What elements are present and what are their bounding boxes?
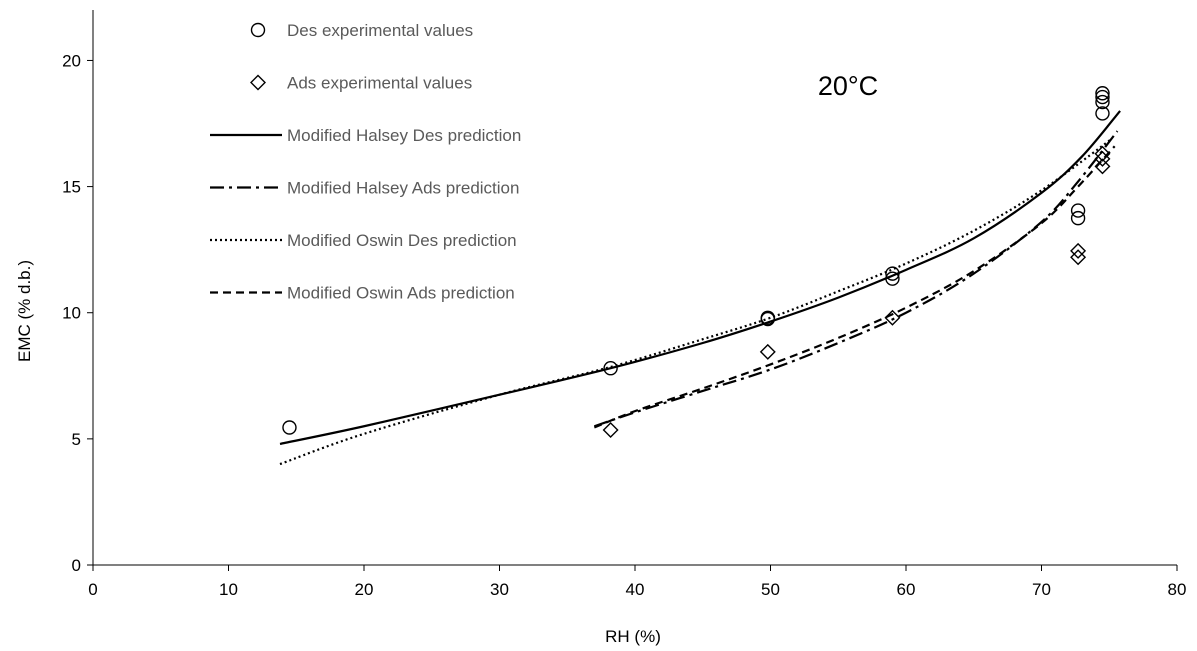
- data-point-diamond: [1094, 145, 1111, 162]
- y-tick-label: 15: [62, 178, 81, 197]
- x-tick-label: 80: [1168, 580, 1187, 599]
- legend: Des experimental values Ads experimental …: [210, 21, 521, 303]
- data-point-circle: [282, 420, 297, 435]
- data-point-diamond: [602, 422, 619, 439]
- x-tick-label: 30: [490, 580, 509, 599]
- data-point-diamond: [1070, 242, 1087, 259]
- data-point-circle: [1095, 94, 1110, 110]
- x-axis-title: RH (%): [605, 627, 661, 646]
- data-point-diamond: [759, 343, 776, 360]
- data-point-circle: [885, 266, 900, 281]
- data-point-circle: [1095, 106, 1110, 121]
- x-tick-label: 60: [897, 580, 916, 599]
- x-tick-label: 70: [1032, 580, 1051, 599]
- x-tick-label: 0: [88, 580, 97, 599]
- data-point-circle: [885, 271, 900, 286]
- data-point-diamond: [1070, 249, 1087, 266]
- y-tick-label: 0: [72, 556, 81, 575]
- series-line-modified-halsey-des-prediction: [279, 110, 1121, 445]
- x-tick-label: 10: [219, 580, 238, 599]
- y-tick-label: 20: [62, 51, 81, 70]
- data-point-circle: [1070, 203, 1086, 218]
- y-axis-title: EMC (% d.b.): [15, 260, 34, 362]
- legend-label: Modified Halsey Ads prediction: [287, 179, 519, 198]
- plot-area: [279, 86, 1121, 466]
- legend-label: Des experimental values: [287, 21, 473, 40]
- data-point-diamond: [1094, 158, 1111, 175]
- series-line-modified-halsey-ads-prediction: [593, 130, 1119, 428]
- series-line-modified-oswin-des-prediction: [279, 137, 1113, 466]
- legend-label: Modified Oswin Des prediction: [287, 231, 517, 250]
- y-tick-label: 5: [72, 430, 81, 449]
- data-point-circle: [1095, 86, 1110, 101]
- temperature-annotation: 20°C: [818, 71, 878, 101]
- y-tick-label: 10: [62, 304, 81, 323]
- data-point-circle: [1070, 210, 1086, 226]
- x-tick-label: 20: [355, 580, 374, 599]
- data-point-circle: [603, 361, 618, 376]
- legend-marker-circle: [250, 22, 266, 38]
- data-point-circle: [1095, 89, 1110, 105]
- legend-label: Ads experimental values: [287, 74, 472, 93]
- legend-label: Modified Halsey Des prediction: [287, 126, 521, 145]
- data-point-circle: [760, 310, 775, 325]
- legend-label: Modified Oswin Ads prediction: [287, 284, 515, 303]
- axes: 0 10 20 30 40 50 60 70 80 0 5 10 15 20: [62, 10, 1186, 599]
- data-point-diamond: [884, 309, 901, 326]
- x-tick-label: 40: [626, 580, 645, 599]
- series-line-modified-oswin-ads-prediction: [593, 145, 1116, 429]
- legend-marker-diamond: [250, 74, 266, 91]
- x-tick-label: 50: [761, 580, 780, 599]
